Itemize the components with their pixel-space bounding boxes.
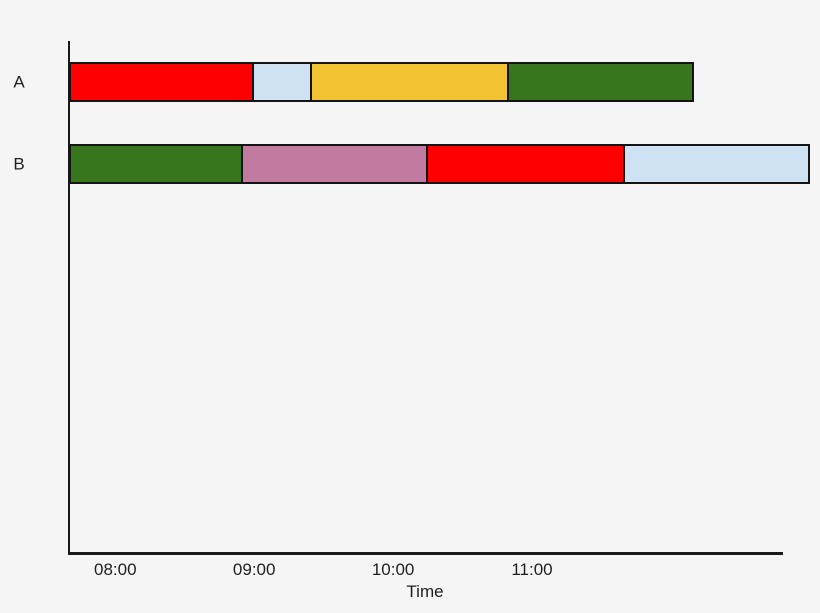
gantt-segment-a-red [69, 62, 255, 102]
x-tick-label-0800: 08:00 [94, 560, 137, 579]
gantt-segment-a-dark-green [508, 62, 695, 102]
x-axis-title: Time [406, 582, 444, 601]
gantt-segment-a-light-blue [254, 62, 313, 102]
x-tick-label-1000: 10:00 [371, 560, 415, 579]
x-tick-label-0900: 09:00 [232, 560, 276, 579]
gantt-segment-b-red [427, 144, 625, 184]
gantt-segment-b-pink [242, 144, 428, 184]
y-axis-line [68, 41, 70, 554]
row-label-b: B [13, 154, 25, 174]
gantt-segment-b-light-blue [624, 144, 810, 184]
gantt-segment-b-dark-green [69, 144, 243, 184]
x-tick-label-1100: 11:00 [511, 560, 553, 579]
gantt-segment-a-yellow [312, 62, 509, 102]
x-axis-line [68, 552, 783, 555]
row-label-a: A [13, 72, 25, 92]
